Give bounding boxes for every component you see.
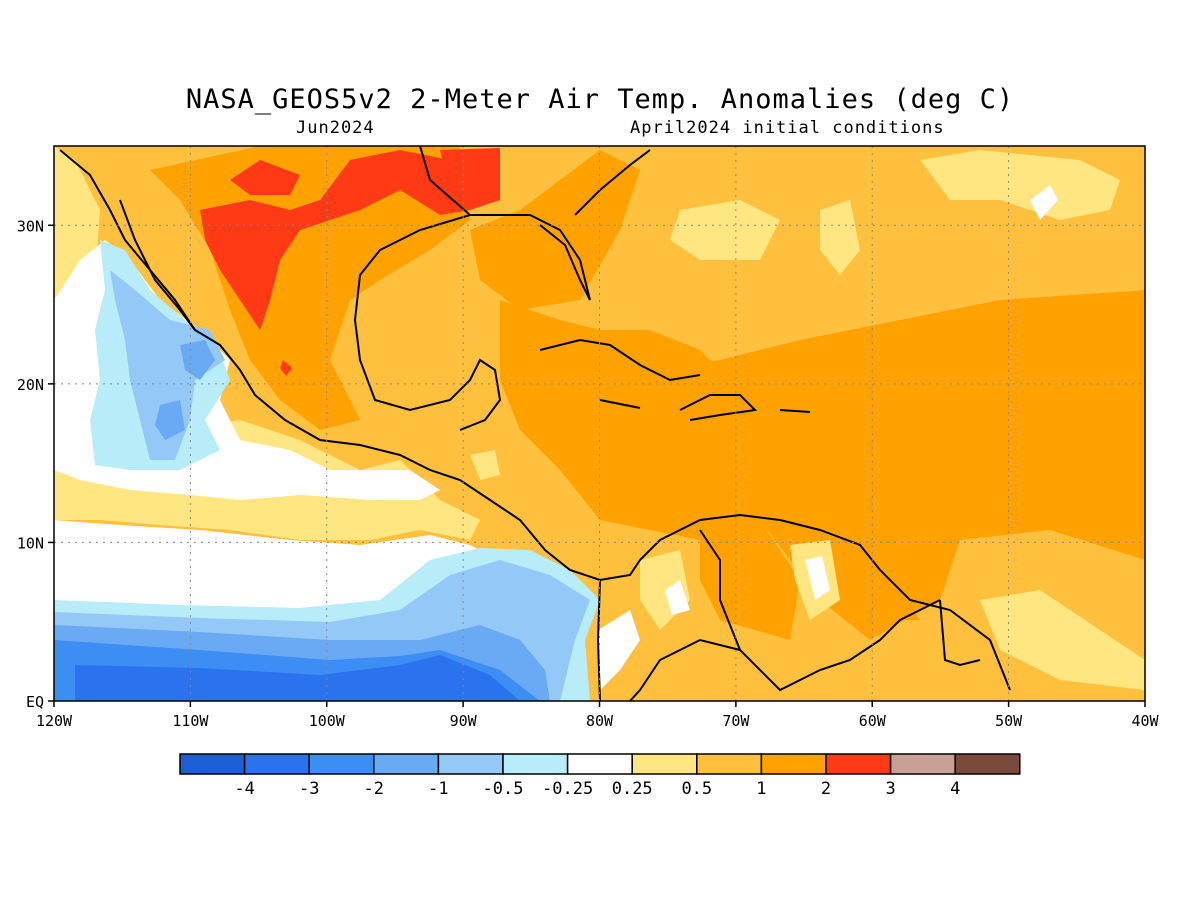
lon-tick-label: 80W	[586, 712, 614, 730]
legend-color-box	[308, 753, 375, 775]
legend-color-box	[373, 753, 440, 775]
legend-label: 0.25	[612, 779, 653, 799]
legend-label: -4	[234, 779, 254, 799]
legend-label: 1	[756, 779, 766, 799]
legend-color-box	[954, 753, 1021, 775]
color-legend: -4 -3 -2 -1 -0.5 -0.25 0.25 0.5 1 2 3 4	[179, 753, 1021, 799]
legend-color-box	[243, 753, 310, 775]
initial-conditions: April2024 initial conditions	[630, 118, 945, 138]
legend-color-box	[760, 753, 827, 775]
lon-tick-label: 100W	[309, 712, 346, 730]
lon-tick-label: 120W	[36, 712, 73, 730]
legend-label: -1	[428, 779, 448, 799]
legend-color-box	[437, 753, 504, 775]
legend-color-box	[889, 753, 956, 775]
lon-tick-label: 110W	[172, 712, 209, 730]
legend-label: 0.5	[681, 779, 712, 799]
legend-color-box	[631, 753, 698, 775]
legend-color-box	[825, 753, 892, 775]
lon-tick-label: 70W	[722, 712, 750, 730]
legend-label: -2	[364, 779, 384, 799]
map-gridlines	[54, 146, 1145, 701]
lon-tick-label: 90W	[450, 712, 478, 730]
legend-color-box	[566, 753, 633, 775]
lat-tick-label: 10N	[17, 534, 44, 552]
lon-tick-label: 40W	[1131, 712, 1159, 730]
lon-tick-label: 50W	[995, 712, 1023, 730]
legend-label: 4	[950, 779, 960, 799]
lat-tick-label: 30N	[17, 217, 44, 235]
lon-tick-label: 60W	[859, 712, 887, 730]
map-title: NASA_GEOS5v2 2-Meter Air Temp. Anomalies…	[185, 84, 1015, 115]
legend-label: -3	[299, 779, 319, 799]
forecast-month: Jun2024	[296, 118, 375, 138]
legend-color-box	[179, 753, 246, 775]
axis-ticks: 120W 110W 100W 90W 80W 70W 60W 50W 40W EQ 10N 20N 30…	[17, 217, 1160, 730]
legend-label: 2	[821, 779, 831, 799]
lat-tick-label: EQ	[26, 693, 44, 711]
legend-label: 3	[885, 779, 895, 799]
shaded-anomaly-field	[54, 146, 1145, 701]
lat-tick-label: 20N	[17, 376, 44, 394]
legend-label: -0.25	[542, 779, 593, 799]
legend-color-box	[696, 753, 763, 775]
coastlines	[59, 146, 1011, 701]
legend-color-box	[502, 753, 569, 775]
legend-label: -0.5	[483, 779, 524, 799]
